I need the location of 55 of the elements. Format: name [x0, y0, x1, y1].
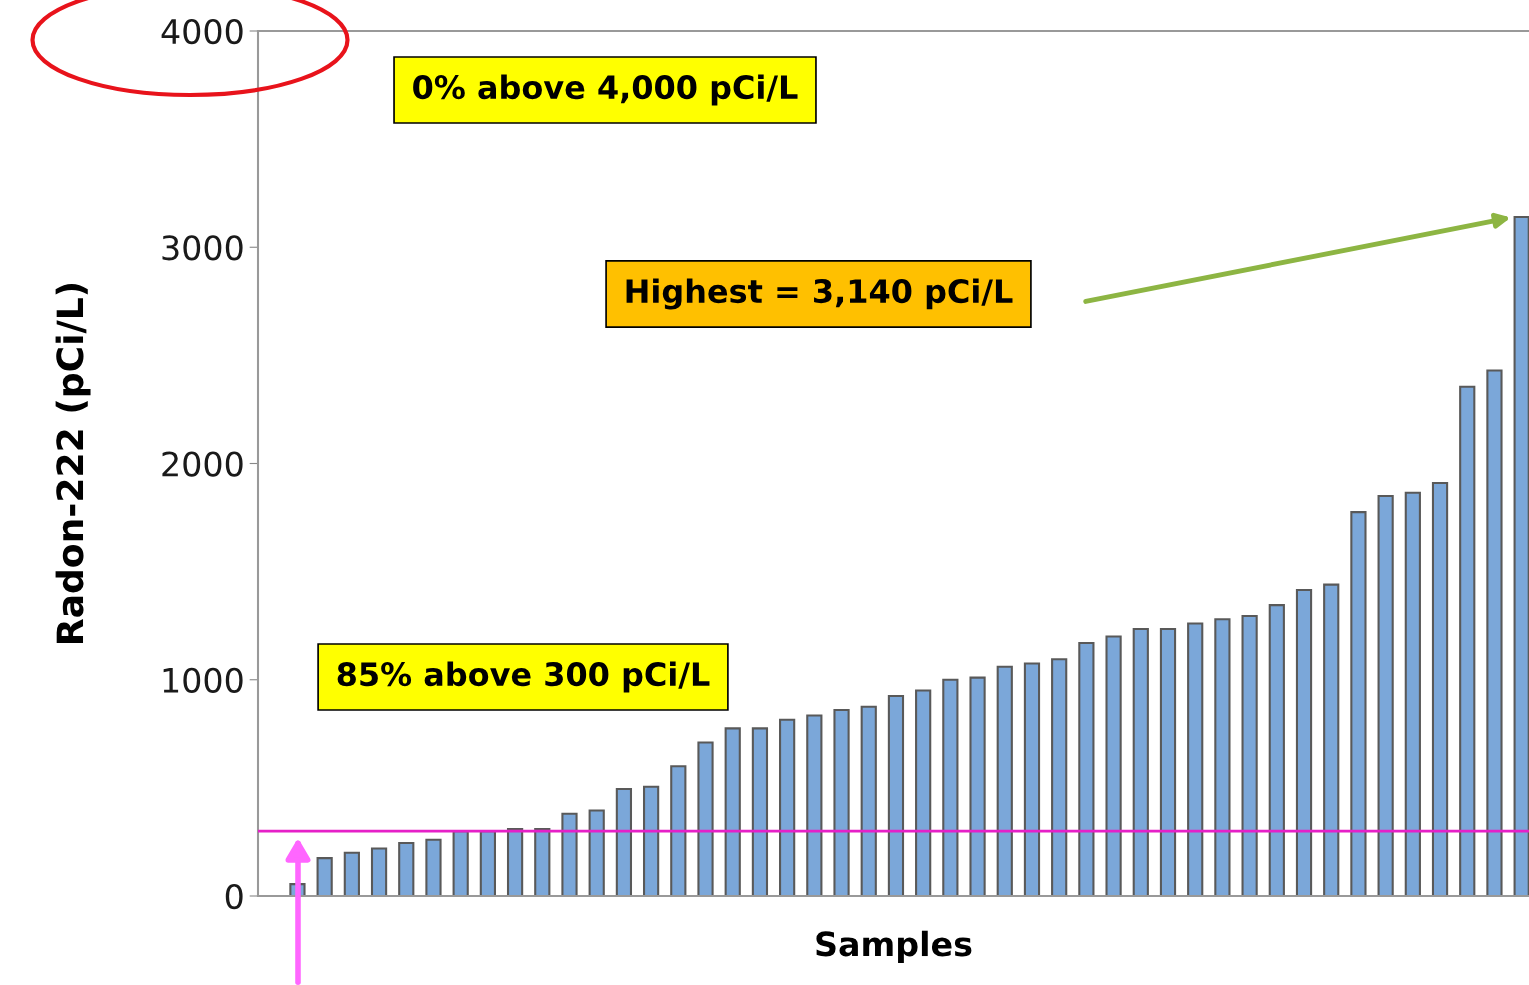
bar — [1159, 627, 1177, 896]
bar — [1431, 481, 1449, 896]
bar — [1404, 491, 1421, 896]
bar — [534, 827, 551, 896]
bar — [1350, 511, 1367, 896]
bar — [833, 708, 850, 896]
bar — [670, 765, 687, 896]
bar — [1268, 604, 1285, 896]
annotation: 85% above 300 pCi/L — [337, 661, 710, 693]
bar — [425, 838, 442, 896]
bar — [343, 851, 360, 896]
y-tick-label: 0 — [225, 883, 243, 910]
bar — [751, 727, 769, 896]
bar — [1105, 635, 1122, 896]
y-tick-label: 1000 — [163, 667, 243, 693]
bar — [316, 857, 333, 896]
annotation: Highest = 3,140 pCi/L — [626, 278, 1013, 310]
bar — [969, 676, 986, 896]
bar — [1459, 385, 1476, 896]
bar — [697, 741, 714, 896]
y-tick-label: 4000 — [161, 18, 243, 45]
bar — [1078, 641, 1095, 896]
bar — [588, 809, 605, 896]
y-tick-label: 3000 — [162, 235, 243, 261]
bar — [452, 830, 469, 896]
bar — [615, 787, 633, 896]
bar — [724, 727, 741, 896]
bar — [860, 705, 877, 896]
bar — [1241, 614, 1258, 896]
bar — [779, 718, 796, 896]
bar — [1486, 369, 1503, 896]
annotation: 0% above 4,000 pCi/L — [413, 74, 798, 106]
bar — [1214, 618, 1231, 896]
bar — [506, 827, 524, 896]
bar — [1187, 622, 1204, 896]
bar — [1023, 662, 1041, 896]
bar — [1051, 658, 1068, 896]
bar — [887, 694, 905, 896]
bar — [1132, 627, 1149, 896]
y-tick-label: 2000 — [162, 451, 243, 477]
bar — [398, 841, 415, 896]
bar — [915, 689, 932, 896]
bar — [561, 812, 578, 896]
y-axis-title: Radon-222 (pCi/L) — [55, 283, 91, 643]
bar — [806, 714, 823, 896]
bar — [942, 678, 959, 896]
bar — [996, 665, 1013, 896]
bar — [642, 785, 660, 896]
bar — [1513, 215, 1529, 896]
bar — [479, 830, 496, 896]
bar — [1295, 588, 1313, 896]
bar — [1377, 494, 1394, 896]
bar — [370, 847, 388, 896]
x-axis-title: Samples — [816, 930, 972, 963]
bar — [1323, 583, 1340, 896]
